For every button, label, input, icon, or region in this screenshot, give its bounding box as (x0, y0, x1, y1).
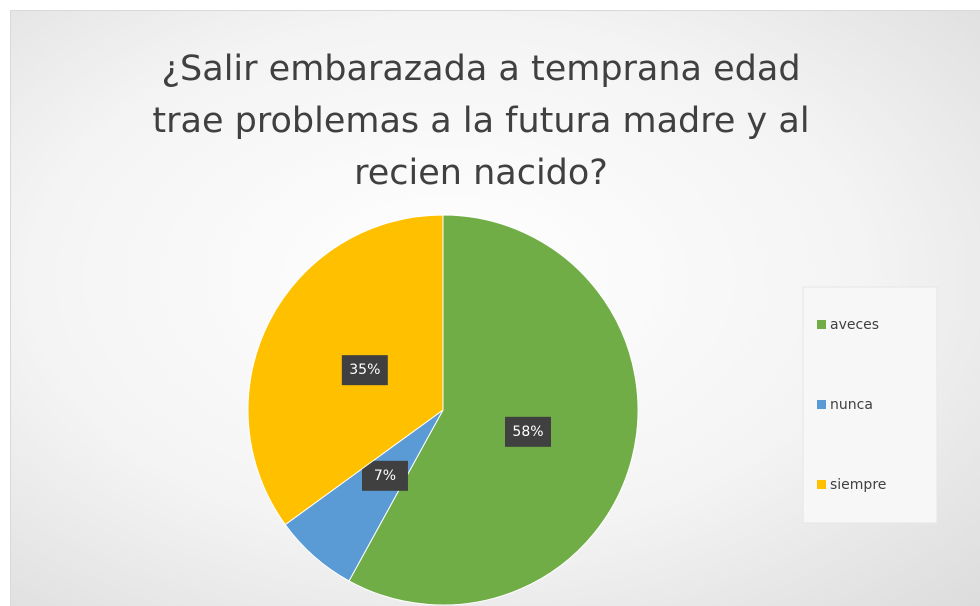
legend-swatch (817, 400, 826, 409)
data-label: 35% (349, 362, 380, 378)
legend-swatch (817, 480, 826, 489)
data-label-box (361, 460, 408, 491)
legend-swatch (817, 320, 826, 329)
legend-label: aveces (830, 317, 879, 333)
data-label: 58% (512, 424, 543, 440)
data-label-box (341, 355, 388, 386)
legend-label: nunca (830, 397, 873, 413)
chart-title: ¿Salir embarazada a temprana edad trae p… (152, 49, 810, 193)
legend-label: siempre (830, 477, 886, 493)
data-label-box (504, 416, 551, 447)
data-label: 7% (374, 468, 396, 484)
